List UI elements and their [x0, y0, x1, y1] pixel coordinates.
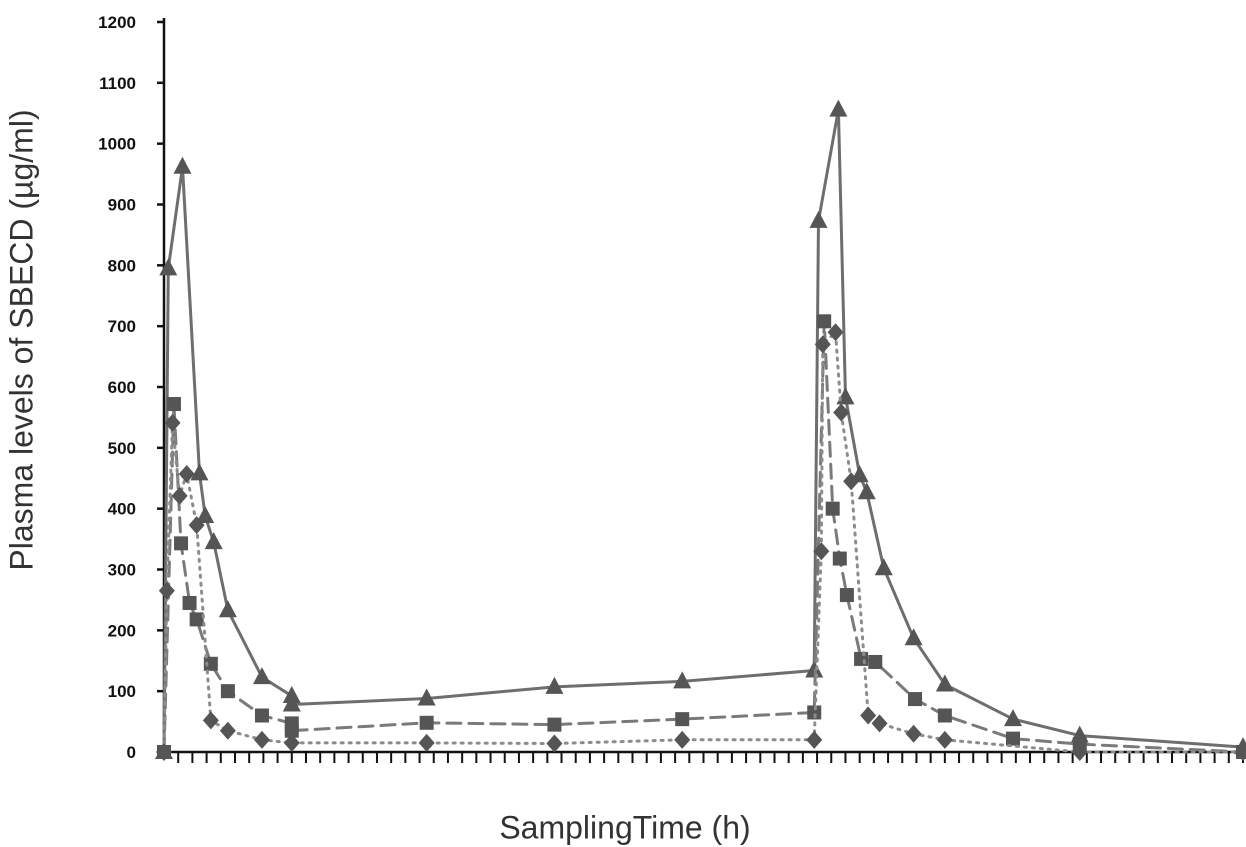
series-line-diamond: [162, 330, 1245, 754]
data-point-square: [908, 692, 923, 707]
y-tick-label: 800: [108, 256, 136, 275]
data-point-square: [825, 501, 840, 516]
data-point-square: [419, 715, 434, 730]
data-point-diamond: [283, 733, 300, 752]
data-point-triangle: [159, 258, 178, 276]
data-point-triangle: [204, 532, 223, 550]
data-point-diamond: [546, 734, 563, 753]
data-point-diamond: [219, 721, 236, 740]
data-point-diamond: [156, 743, 172, 761]
data-point-square: [817, 314, 832, 329]
data-point-triangle: [282, 686, 301, 704]
data-point-square: [1006, 731, 1021, 746]
data-point-diamond: [806, 730, 823, 749]
data-point-diamond: [188, 516, 205, 535]
y-tick-label: 500: [108, 439, 136, 458]
data-point-diamond: [833, 403, 850, 422]
data-point-triangle: [857, 482, 876, 500]
data-point-triangle: [673, 671, 692, 689]
data-point-diamond: [171, 486, 188, 505]
y-tick-label: 600: [108, 378, 136, 397]
data-point-square: [220, 684, 235, 699]
data-point-diamond: [936, 730, 953, 749]
data-point-square: [807, 705, 822, 720]
data-point-triangle: [935, 674, 954, 692]
series-line-triangle: [162, 108, 1245, 754]
data-point-diamond: [178, 464, 195, 483]
data-point-square: [174, 536, 189, 551]
data-point-square: [203, 656, 218, 671]
data-point-square: [189, 612, 204, 627]
data-point-triangle: [809, 210, 828, 228]
data-point-diamond: [871, 714, 888, 733]
data-point-triangle: [282, 694, 301, 712]
x-axis-label: SamplingTime (h): [499, 809, 751, 846]
data-point-triangle: [829, 99, 848, 117]
data-point-diamond: [814, 335, 831, 354]
data-point-square: [854, 651, 869, 666]
series-triangle: [155, 99, 1246, 759]
data-point-diamond: [418, 733, 435, 752]
data-point-diamond: [253, 730, 270, 749]
data-point-diamond: [813, 542, 830, 561]
data-point-square: [937, 708, 952, 723]
data-point-triangle: [417, 688, 436, 706]
data-point-triangle: [805, 660, 824, 678]
data-point-triangle: [1004, 709, 1023, 727]
data-point-triangle: [874, 558, 893, 576]
data-point-square: [547, 717, 562, 732]
data-point-diamond: [164, 413, 181, 432]
data-point-diamond: [860, 706, 877, 725]
data-point-square: [284, 723, 299, 738]
data-point-diamond: [674, 730, 691, 749]
data-point-square: [254, 708, 269, 723]
data-point-diamond: [202, 711, 219, 730]
data-point-triangle: [545, 676, 564, 694]
y-tick-label: 1000: [98, 135, 136, 154]
series-line-square: [162, 319, 1245, 754]
data-point-diamond: [843, 472, 860, 491]
y-tick-label: 400: [108, 500, 136, 519]
data-point-diamond: [1235, 743, 1246, 761]
data-point-triangle: [196, 505, 215, 523]
y-tick-label: 100: [108, 682, 136, 701]
y-tick-label: 1200: [98, 13, 136, 32]
series-diamond: [156, 323, 1246, 761]
data-point-diamond: [827, 323, 844, 342]
y-tick-label: 0: [127, 743, 136, 762]
data-point-triangle: [904, 628, 923, 646]
data-point-triangle: [218, 600, 237, 618]
y-tick-label: 300: [108, 561, 136, 580]
data-point-triangle: [173, 156, 192, 174]
y-tick-label: 900: [108, 196, 136, 215]
y-axis-label: Plasma levels of SBECD (µg/ml): [3, 109, 40, 571]
data-point-square: [832, 551, 847, 566]
y-tick-label: 200: [108, 621, 136, 640]
data-point-square: [182, 595, 197, 610]
data-point-square: [839, 588, 854, 603]
y-tick-label: 700: [108, 317, 136, 336]
data-point-triangle: [252, 667, 271, 685]
data-point-square: [166, 397, 181, 412]
data-point-diamond: [905, 724, 922, 743]
data-point-square: [675, 712, 690, 727]
data-point-square: [868, 654, 883, 669]
data-point-diamond: [1071, 743, 1088, 761]
y-tick-label: 1100: [99, 74, 136, 93]
series-square: [157, 314, 1246, 759]
data-point-diamond: [158, 581, 175, 600]
data-point-triangle: [190, 463, 209, 481]
